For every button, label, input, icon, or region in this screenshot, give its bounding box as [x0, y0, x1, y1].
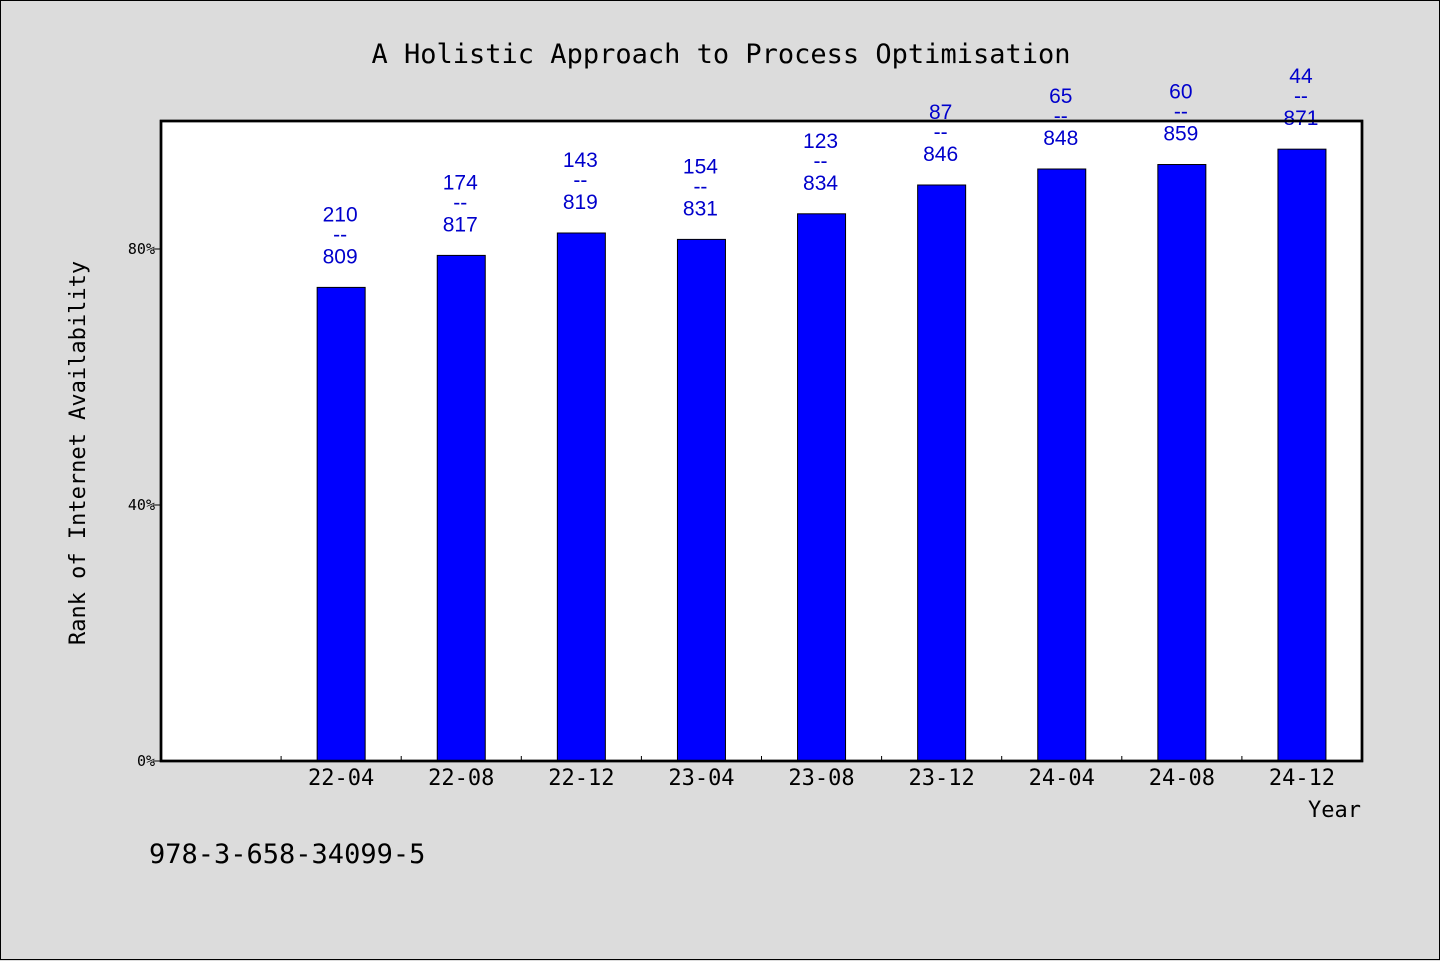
data-label-separator: -- [1294, 85, 1308, 108]
data-label-bottom: 871 [1283, 107, 1318, 130]
x-tick-label: 22-08 [428, 766, 494, 791]
x-tick-label: 24-12 [1269, 766, 1335, 791]
x-tick-label: 23-04 [668, 766, 734, 791]
data-label-separator: -- [1174, 101, 1188, 124]
bar [1157, 164, 1207, 762]
data-label-separator: -- [1054, 105, 1068, 128]
data-label-top: 44 [1289, 65, 1313, 88]
data-label-bottom: 846 [923, 143, 958, 166]
data-label-bottom: 819 [563, 191, 598, 214]
data-label-top: 174 [443, 171, 478, 194]
x-tick-label: 24-04 [1029, 766, 1095, 791]
footer-isbn: 978-3-658-34099-5 [149, 839, 425, 870]
data-label-separator: -- [693, 175, 707, 198]
data-label-bottom: 817 [443, 213, 478, 236]
bar [436, 254, 486, 762]
x-axis: 22-04 22-08 22-12 23-04 23-08 23-12 24-04 24-08… [280, 756, 1335, 791]
y-tick-label: 40% [128, 496, 155, 514]
bar [316, 286, 366, 762]
data-label-bottom: 834 [803, 172, 838, 195]
x-tick-label: 22-12 [548, 766, 614, 791]
data-label-top: 210 [323, 203, 358, 226]
bar [1037, 168, 1087, 762]
data-label-separator: -- [814, 150, 828, 173]
bar [1277, 148, 1327, 762]
bar [917, 184, 967, 762]
y-axis: 0% 40% 80% [128, 240, 161, 770]
x-axis-label: Year [1308, 798, 1361, 823]
x-tick-label: 22-04 [308, 766, 374, 791]
bar-series [316, 148, 1327, 762]
data-label-top: 65 [1049, 85, 1072, 108]
data-label-bottom: 831 [683, 197, 718, 220]
data-label-top: 154 [683, 155, 718, 178]
data-label-separator: -- [333, 223, 347, 246]
bar [556, 232, 606, 762]
data-label-top: 143 [563, 149, 598, 172]
chart-title: A Holistic Approach to Process Optimisat… [372, 39, 1071, 70]
bar [797, 213, 847, 762]
data-label-top: 60 [1169, 81, 1192, 104]
data-label-bottom: 859 [1163, 123, 1198, 146]
y-axis-label: Rank of Internet Availability [66, 261, 91, 645]
x-tick-label: 23-12 [909, 766, 975, 791]
data-label-top: 123 [803, 130, 838, 153]
x-tick-label: 23-08 [788, 766, 854, 791]
data-label-top: 87 [929, 101, 952, 124]
data-label-bottom: 848 [1043, 127, 1078, 150]
y-tick-label: 0% [137, 752, 155, 770]
plot-border [159, 119, 1364, 763]
data-label-separator: -- [453, 191, 467, 214]
x-tick-label: 24-08 [1149, 766, 1215, 791]
data-label-bottom: 809 [323, 245, 358, 268]
data-labels: 210--809174--817143--819154--831123--834… [323, 65, 1319, 268]
data-label-separator: -- [573, 169, 587, 192]
bar [676, 238, 726, 762]
y-tick-label: 80% [128, 240, 155, 258]
data-label-separator: -- [934, 121, 948, 144]
